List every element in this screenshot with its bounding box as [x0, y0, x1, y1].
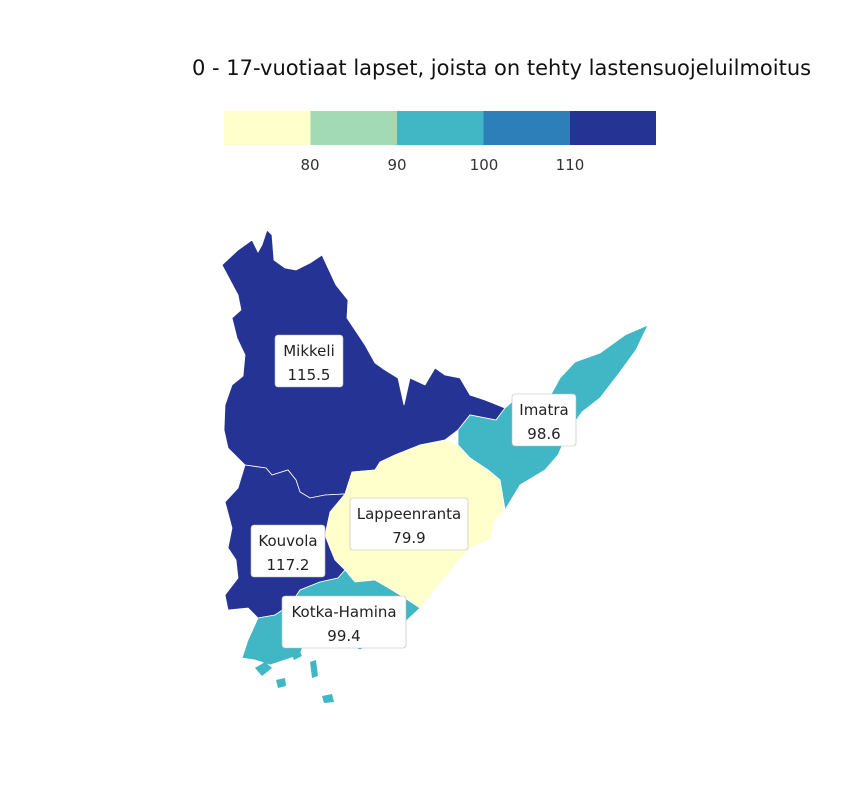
- label-lappeenranta: Lappeenranta 79.9: [349, 497, 469, 551]
- island: [322, 694, 334, 703]
- label-mikkeli-value: 115.5: [288, 366, 331, 384]
- legend-bin-5: [570, 111, 656, 145]
- island: [276, 678, 286, 688]
- label-imatra: Imatra 98.6: [511, 393, 577, 447]
- label-lappeenranta-name: Lappeenranta: [357, 505, 462, 523]
- island: [310, 660, 318, 678]
- label-kouvola-value: 117.2: [267, 556, 310, 574]
- label-imatra-name: Imatra: [519, 401, 568, 419]
- label-kouvola-name: Kouvola: [258, 532, 317, 550]
- legend-tick-90: 90: [387, 156, 406, 174]
- legend-tick-80: 80: [300, 156, 319, 174]
- legend-bin-1: [224, 111, 311, 145]
- label-mikkeli: Mikkeli 115.5: [274, 334, 344, 388]
- label-kotka-hamina-value: 99.4: [327, 627, 360, 645]
- label-mikkeli-name: Mikkeli: [283, 342, 335, 360]
- label-kotka-hamina: Kotka-Hamina 99.4: [281, 595, 407, 649]
- legend-bin-2: [310, 111, 397, 145]
- island: [255, 662, 272, 676]
- legend-bin-3: [397, 111, 484, 145]
- legend-bin-4: [483, 111, 570, 145]
- island: [290, 648, 302, 660]
- label-kouvola: Kouvola 117.2: [250, 524, 326, 578]
- label-imatra-value: 98.6: [527, 425, 560, 443]
- legend-tick-100: 100: [470, 156, 499, 174]
- legend-tick-110: 110: [556, 156, 585, 174]
- label-lappeenranta-value: 79.9: [392, 529, 425, 547]
- map-title: 0 - 17-vuotiaat lapset, joista on tehty …: [192, 56, 812, 80]
- label-kotka-hamina-name: Kotka-Hamina: [291, 603, 396, 621]
- color-legend: 80 90 100 110: [224, 111, 656, 174]
